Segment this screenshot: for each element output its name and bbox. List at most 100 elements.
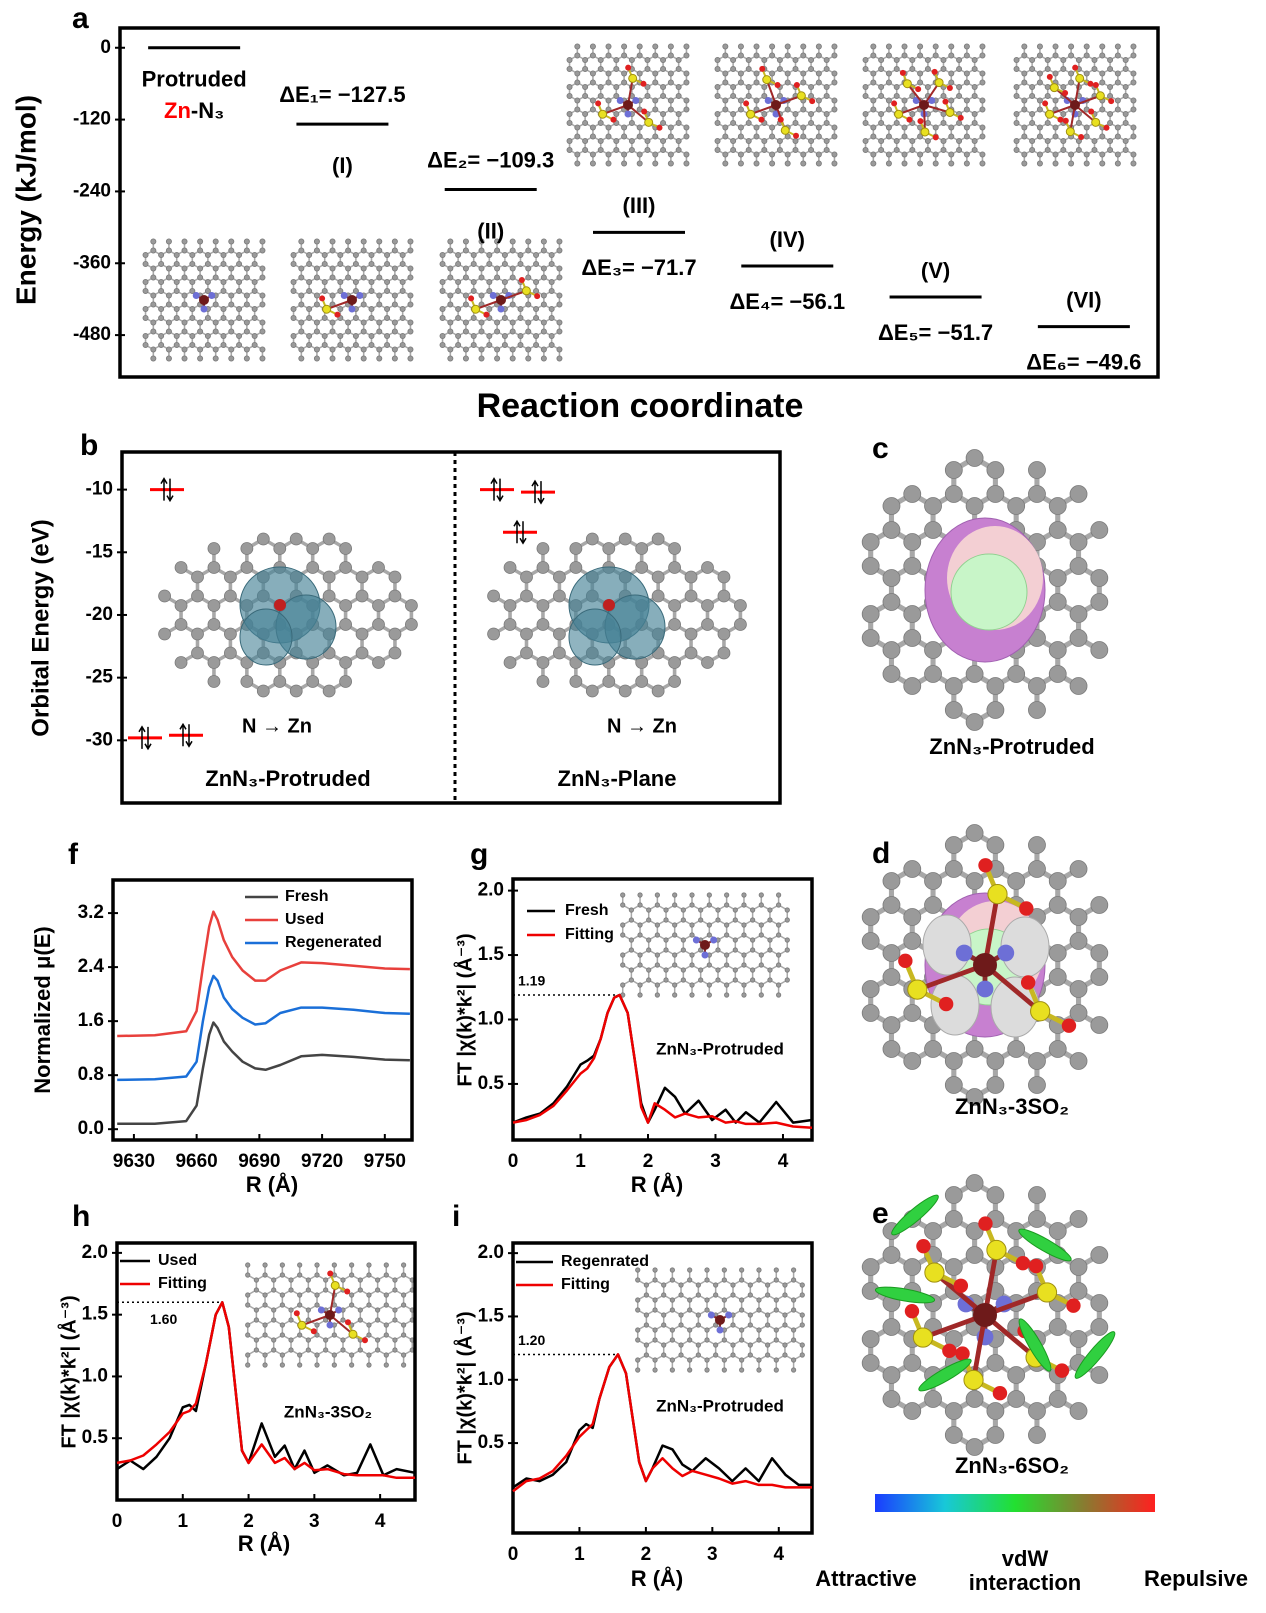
atom [549,261,554,266]
s-atom [988,884,1007,903]
atom [367,1293,371,1297]
atom [668,125,673,130]
n-atom [318,1307,325,1314]
atom [159,252,164,257]
atom [306,1308,310,1312]
atom [384,333,389,338]
atom [1084,161,1089,166]
atom [521,647,533,659]
atom [440,288,445,293]
y-tick-label: 2.0 [82,1242,108,1263]
atom [883,945,900,962]
o-atom [1057,117,1063,123]
atom [246,1333,250,1337]
atom [367,1363,371,1367]
atom [739,1328,743,1332]
atom [785,968,789,972]
atom [244,329,249,334]
atom [521,590,533,602]
atom [716,968,720,972]
atom [346,266,351,271]
atom [456,333,461,338]
atom [883,642,900,659]
atom [862,909,879,926]
atom [1070,1053,1087,1070]
atom [1028,462,1045,479]
atom [629,968,633,972]
atom [241,562,253,574]
atom [862,1259,879,1276]
atom [583,57,588,62]
atom [291,306,296,311]
atom [770,152,775,157]
atom [353,333,358,338]
y-tick-label: 1.5 [478,1305,505,1326]
atom [151,275,156,280]
atom [330,248,335,253]
atom [1030,147,1035,152]
atom [606,98,611,103]
atom [590,44,595,49]
atom [1022,134,1027,139]
atom [759,893,763,897]
atom [260,248,265,253]
zn-atom [274,599,286,611]
atom [883,666,900,683]
atom [557,329,562,334]
atom [793,120,798,125]
zn-atom [771,100,781,110]
n-atom [356,292,363,299]
atom [1070,861,1087,878]
atom [894,147,899,152]
atom [669,676,681,688]
atom [307,261,312,266]
annotation: N → Zn [607,715,677,737]
atom [533,342,538,347]
atom [263,1333,267,1337]
atom [705,1358,709,1362]
atom [933,53,938,58]
atom [765,1353,769,1357]
atom [1107,57,1112,62]
atom [731,111,736,116]
atom [949,71,954,76]
y-axis-label: Energy (kJ/mol) [10,95,41,305]
atom [174,279,179,284]
atom [679,1313,683,1317]
atom [793,111,798,116]
atom [323,1288,327,1292]
atom [941,66,946,71]
atom [886,152,891,157]
atom [918,53,923,58]
atom [151,356,156,361]
atom [1045,66,1050,71]
atom [182,356,187,361]
o-atom [519,277,525,283]
atom [687,1368,691,1372]
atom [280,1263,284,1267]
atom [832,98,837,103]
atom [448,293,453,298]
atom [1070,909,1087,926]
atom [575,71,580,76]
atom [1131,53,1136,58]
s-atom [1031,1002,1050,1021]
atom [182,239,187,244]
atom [759,993,763,997]
atom [315,1353,319,1357]
atom [1070,981,1087,998]
atom [448,239,453,244]
atom [668,107,673,112]
atom [463,356,468,361]
atom [143,252,148,257]
atom [672,923,676,927]
atom [603,543,615,555]
atom [1008,1391,1025,1408]
atom [1008,666,1025,683]
atom [314,275,319,280]
atom [681,918,685,922]
atom [1131,44,1136,49]
atom [159,315,164,320]
atom [724,963,728,967]
atom [190,252,195,257]
